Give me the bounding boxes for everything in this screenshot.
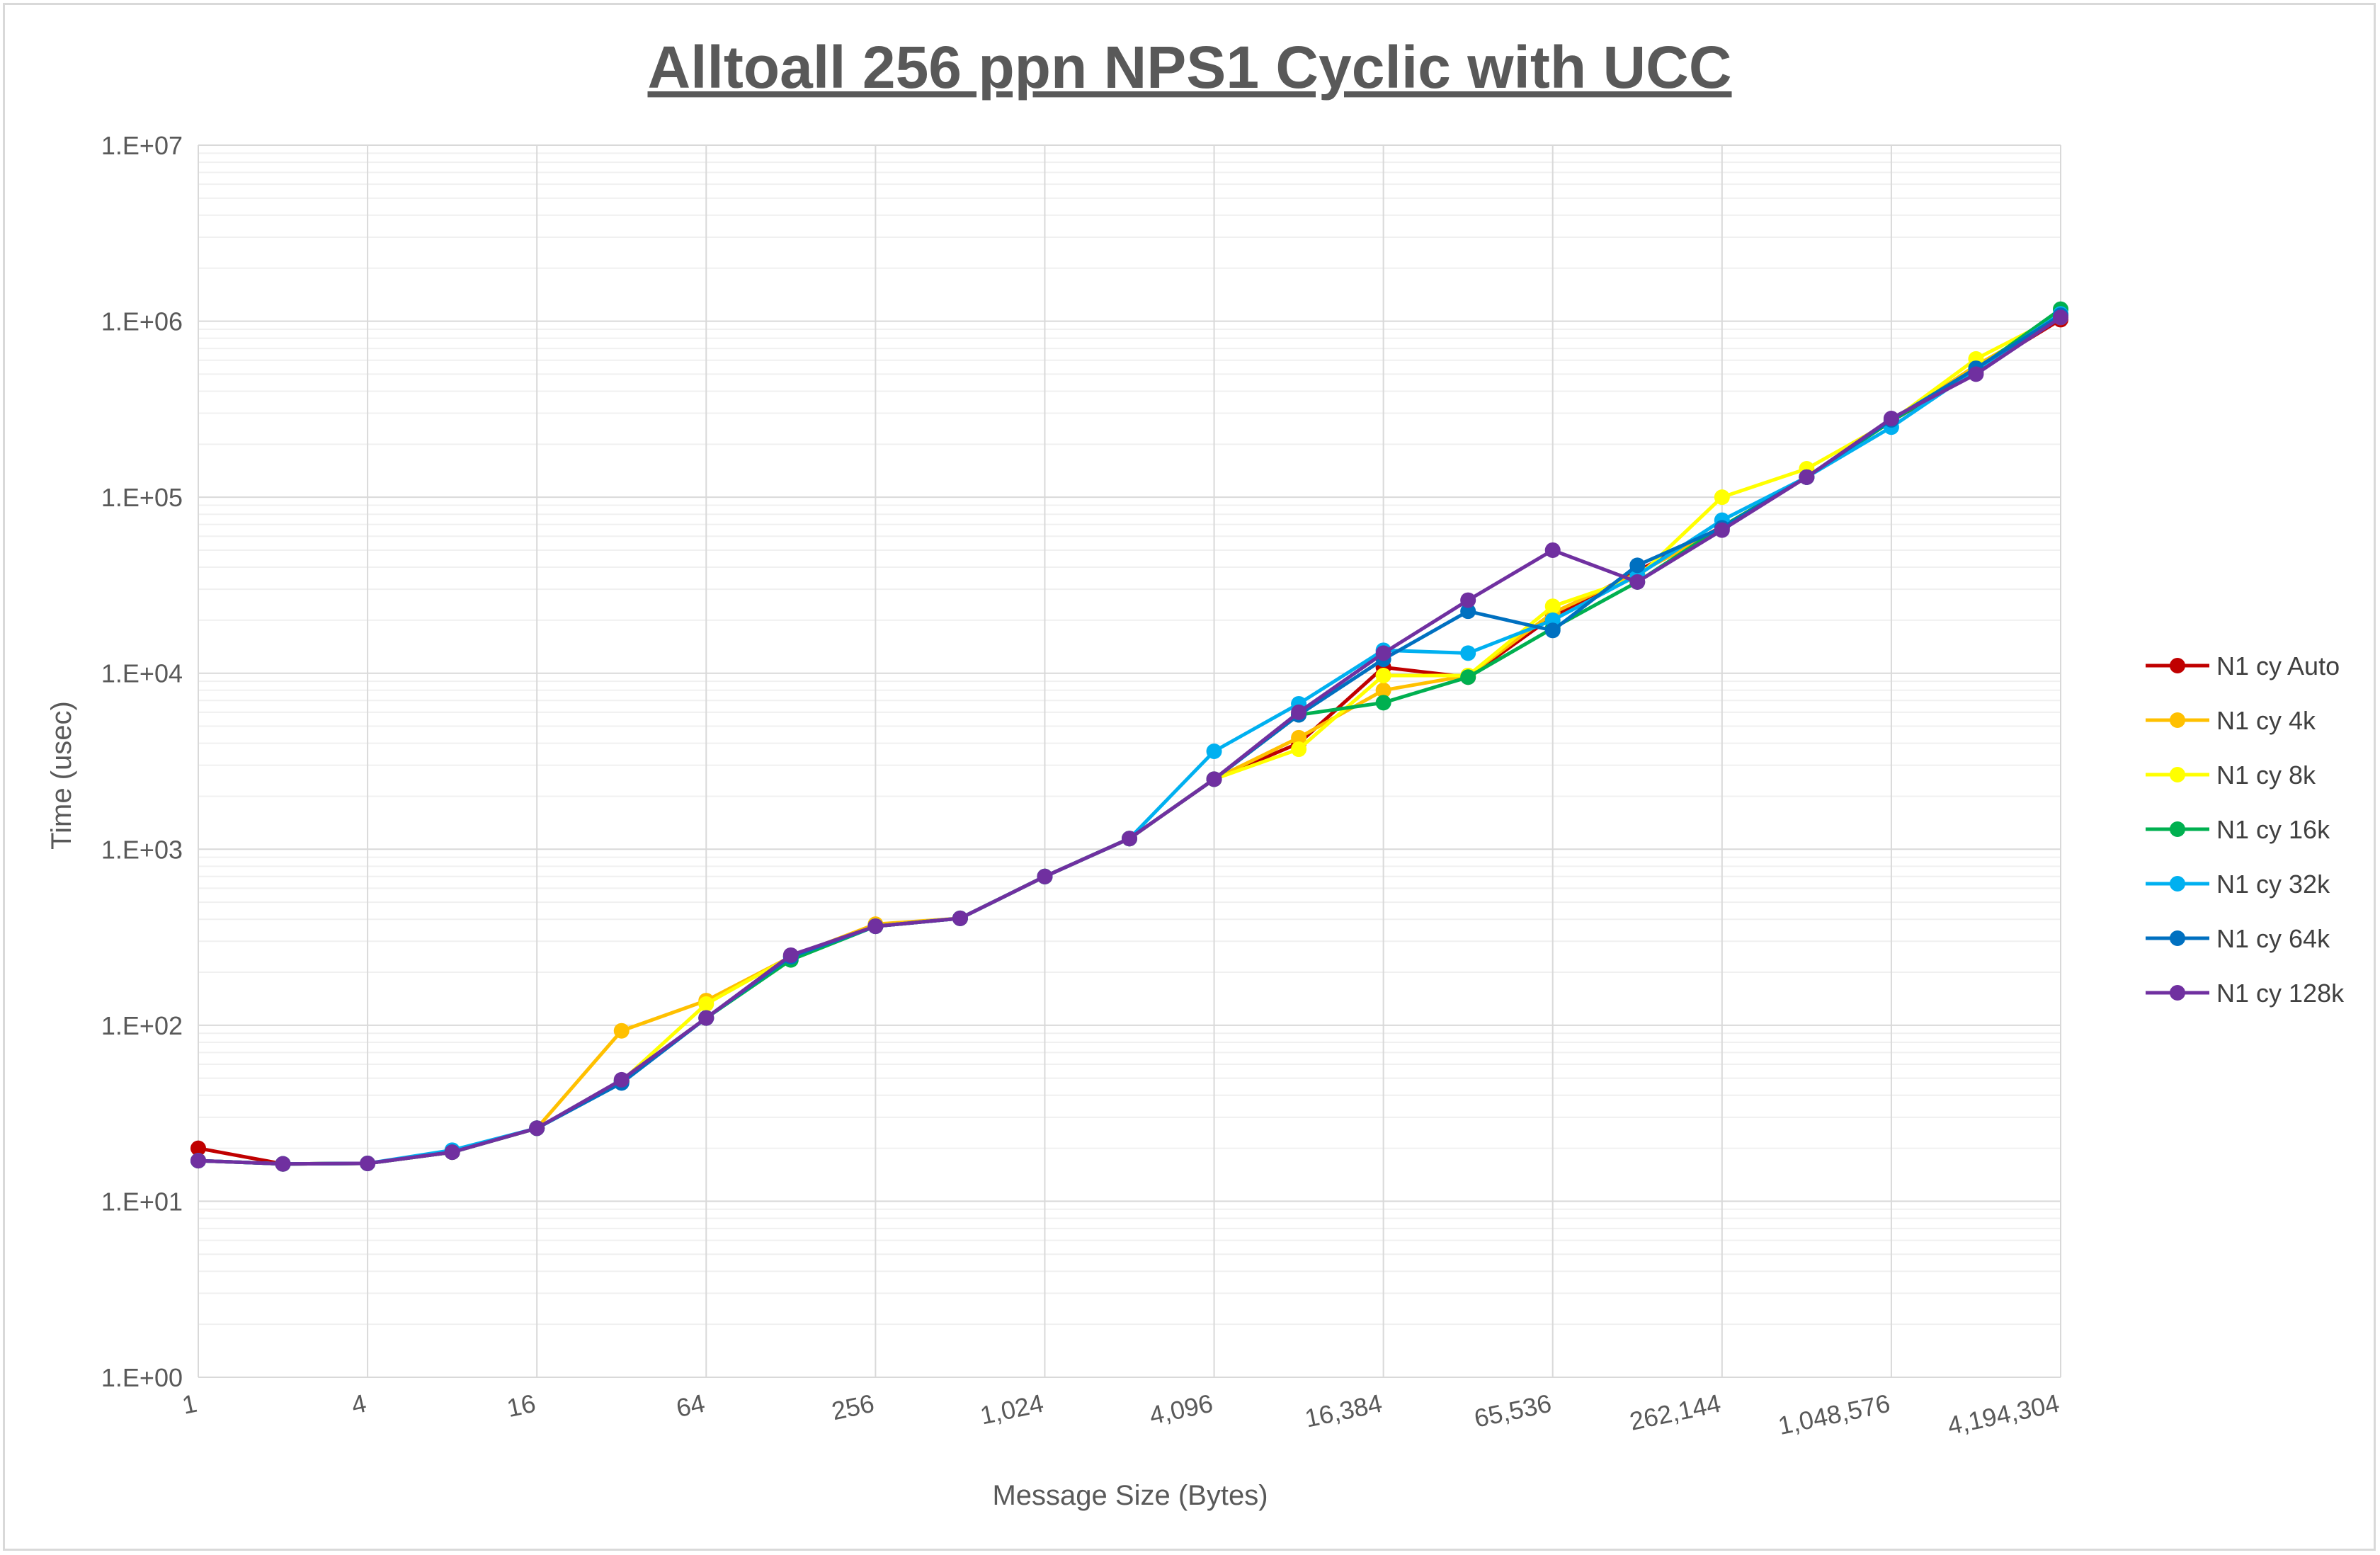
data-point: [1968, 366, 1984, 382]
legend-item: N1 cy 64k: [2146, 924, 2330, 953]
legend-swatch-marker: [2170, 930, 2185, 946]
series-n1-cy-16k: [190, 301, 2068, 1172]
legend-swatch-marker: [2170, 658, 2185, 673]
major-gridlines: [198, 144, 2061, 1378]
legend-label: N1 cy 64k: [2216, 924, 2330, 953]
x-tick-label: 4,096: [1147, 1389, 1216, 1430]
y-tick-label: 1.E+02: [101, 1011, 183, 1040]
x-tick-label: 16: [504, 1389, 538, 1423]
legend-swatch-marker: [2170, 767, 2185, 782]
data-point: [1460, 603, 1476, 620]
legend-item: N1 cy 8k: [2146, 761, 2316, 790]
legend-label: N1 cy 8k: [2216, 761, 2316, 790]
x-tick-label: 262,144: [1627, 1389, 1724, 1436]
y-tick-label: 1.E+05: [101, 483, 183, 512]
series-layer: [190, 301, 2068, 1172]
y-tick-label: 1.E+01: [101, 1187, 183, 1216]
y-tick-label: 1.E+03: [101, 835, 183, 864]
y-axis-label: Time (usec): [46, 701, 77, 850]
y-axis-tick-labels: 1.E+00 1.E+01 1.E+02 1.E+03 1.E+04 1.E+05 1.E+…: [101, 131, 183, 1392]
legend-item: N1 cy 16k: [2146, 815, 2330, 844]
data-point: [613, 1071, 630, 1088]
data-point: [1544, 622, 1561, 639]
data-point: [1629, 574, 1646, 590]
series-line: [198, 307, 2062, 1166]
legend-label: N1 cy 32k: [2216, 870, 2330, 899]
data-point: [1799, 469, 1815, 485]
chart-title: Alltoall 256 ppn NPS1 Cyclic with UCC: [648, 34, 1732, 101]
y-tick-label: 1.E+06: [101, 307, 183, 336]
series-line: [198, 318, 2062, 1166]
data-point: [952, 910, 968, 926]
data-point: [1883, 410, 1899, 426]
data-point: [1291, 729, 1307, 746]
legend-label: N1 cy 16k: [2216, 815, 2330, 844]
data-point: [1122, 831, 1137, 847]
legend-label: N1 cy 4k: [2216, 706, 2316, 735]
legend-item: N1 cy Auto: [2146, 651, 2340, 680]
data-point: [1291, 741, 1307, 758]
data-point: [782, 947, 799, 963]
legend-swatch-marker: [2170, 712, 2185, 728]
data-point: [275, 1156, 291, 1172]
data-point: [1206, 744, 1222, 760]
data-point: [1291, 704, 1307, 720]
series-line: [198, 312, 2062, 1166]
data-point: [613, 1023, 630, 1039]
data-point: [1375, 682, 1391, 698]
data-point: [190, 1140, 206, 1156]
data-point: [698, 996, 714, 1012]
x-tick-label: 4,194,304: [1945, 1389, 2061, 1440]
x-axis-label: Message Size (Bytes): [992, 1480, 1268, 1511]
data-point: [1544, 542, 1561, 558]
data-point: [190, 1153, 206, 1169]
data-point: [1460, 669, 1476, 685]
data-point: [1460, 645, 1476, 661]
x-tick-label: 64: [673, 1389, 707, 1423]
data-point: [1375, 668, 1391, 684]
data-point: [1375, 695, 1391, 711]
data-point: [444, 1144, 460, 1161]
minor-gridlines: [198, 152, 2061, 1326]
data-point: [1714, 489, 1730, 506]
legend-swatch-marker: [2170, 876, 2185, 892]
x-tick-label: 1,024: [977, 1389, 1046, 1430]
series-line: [198, 314, 2062, 1166]
series-n1-cy-128k: [190, 309, 2068, 1172]
x-axis-tick-labels: 1 4 16 64 256 1,024 4,096 16,384 65,536 262,144 1,…: [180, 1389, 2062, 1440]
legend: N1 cy Auto N1 cy 4k N1 cy 8k N1 cy 16k N1 cy…: [2146, 651, 2345, 1008]
data-point: [2053, 309, 2068, 326]
data-point: [1206, 771, 1222, 787]
y-tick-label: 1.E+07: [101, 131, 183, 160]
data-point: [1037, 868, 1053, 884]
legend-swatch-marker: [2170, 821, 2185, 837]
data-point: [1544, 598, 1561, 615]
legend-label: N1 cy 128k: [2216, 979, 2345, 1008]
data-point: [360, 1156, 376, 1172]
data-point: [1629, 557, 1646, 574]
x-tick-label: 256: [829, 1389, 877, 1426]
data-point: [529, 1120, 545, 1137]
legend-item: N1 cy 4k: [2146, 706, 2316, 735]
x-tick-label: 16,384: [1302, 1389, 1384, 1433]
legend-label: N1 cy Auto: [2216, 651, 2340, 680]
legend-item: N1 cy 128k: [2146, 979, 2345, 1008]
data-point: [1375, 645, 1391, 661]
data-point: [1714, 522, 1730, 538]
series-line: [198, 314, 2062, 1166]
data-point: [867, 918, 884, 935]
x-tick-label: 65,536: [1471, 1389, 1554, 1433]
x-tick-label: 4: [349, 1389, 369, 1420]
legend-swatch-marker: [2170, 985, 2185, 1001]
x-tick-label: 1: [180, 1389, 200, 1420]
y-tick-label: 1.E+04: [101, 659, 183, 688]
data-point: [698, 1010, 714, 1026]
legend-item: N1 cy 32k: [2146, 870, 2330, 899]
data-point: [1460, 592, 1476, 608]
x-tick-label: 1,048,576: [1775, 1389, 1892, 1440]
y-tick-label: 1.E+00: [101, 1363, 183, 1392]
